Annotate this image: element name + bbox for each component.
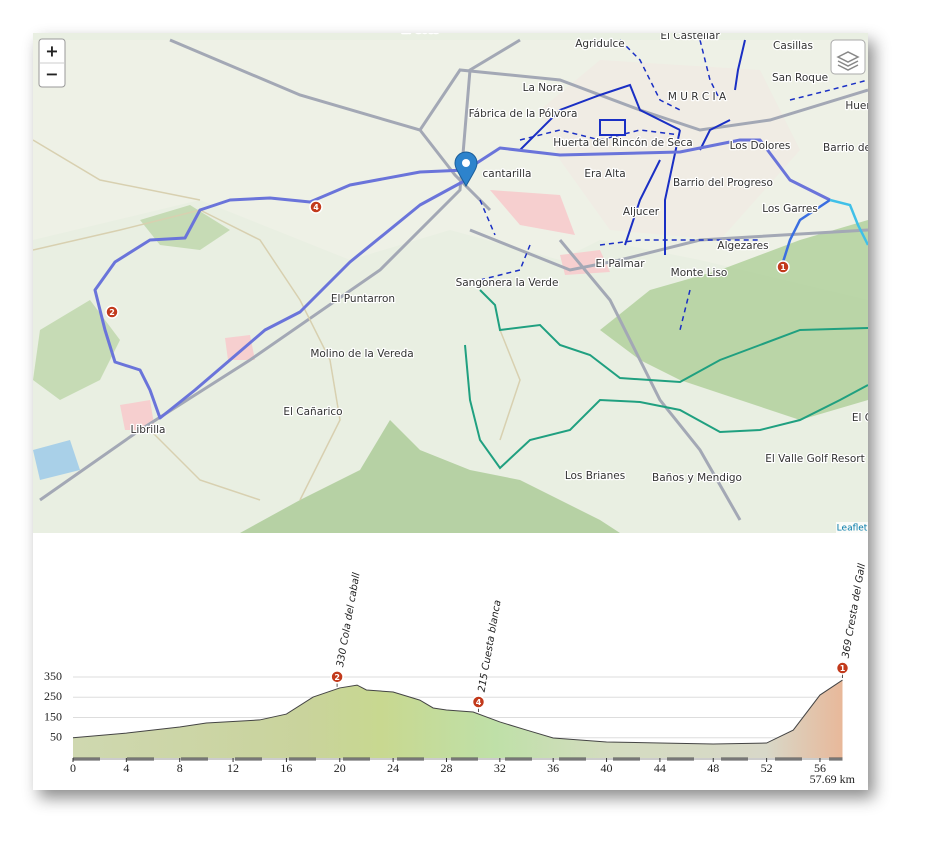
place-label: El Castellar bbox=[660, 30, 720, 42]
x-tick-label: 20 bbox=[334, 761, 346, 775]
place-label: Molino de la Vereda bbox=[310, 348, 413, 360]
zoom-out[interactable]: − bbox=[45, 65, 58, 84]
total-distance: 57.69 km bbox=[810, 772, 856, 786]
place-label: Huerta del Rincón de Seca bbox=[553, 137, 692, 149]
place-label: Era Alta bbox=[584, 168, 625, 180]
waypoint-number: 4 bbox=[313, 203, 319, 212]
place-label: Barrio del Progreso bbox=[673, 177, 773, 189]
x-tick-label: 24 bbox=[387, 761, 399, 775]
place-label: El Puntarron bbox=[331, 293, 395, 305]
place-label: Sangonera la Verde bbox=[456, 277, 559, 289]
waypoint-marker bbox=[105, 305, 119, 319]
waypoint-number: 1 bbox=[840, 664, 846, 673]
place-label: Los Garres bbox=[762, 203, 818, 215]
x-tick-label: 12 bbox=[227, 761, 239, 775]
x-tick-label: 52 bbox=[761, 761, 773, 775]
place-label: El Valle Golf Resort bbox=[765, 453, 864, 465]
attribution[interactable]: Leaflet bbox=[837, 524, 868, 534]
place-label: Casillas bbox=[773, 40, 813, 52]
profile-area bbox=[73, 680, 843, 758]
place-label: Huer bbox=[845, 100, 871, 112]
place-label: Fábrica de la Pólvora bbox=[469, 108, 578, 120]
place-label: Los Brianes bbox=[565, 470, 625, 482]
place-label: cantarilla bbox=[483, 168, 532, 180]
x-tick-label: 28 bbox=[440, 761, 452, 775]
y-tick-label: 50 bbox=[50, 730, 62, 744]
x-tick-label: 36 bbox=[547, 761, 559, 775]
x-tick-label: 8 bbox=[177, 761, 183, 775]
place-label: Baños y Mendigo bbox=[652, 472, 742, 484]
place-label: La Nora bbox=[523, 82, 564, 94]
waypoint-number: 2 bbox=[109, 308, 115, 317]
x-tick-label: 0 bbox=[70, 761, 76, 775]
place-label: Algezares bbox=[717, 240, 768, 252]
waypoint-marker bbox=[835, 661, 850, 675]
profile-line bbox=[72, 679, 843, 745]
place-label: Los Dolores bbox=[730, 140, 791, 152]
zoom-control: + − bbox=[38, 38, 66, 88]
waypoint-marker bbox=[330, 670, 344, 684]
place-label: Aljucer bbox=[623, 206, 660, 218]
waypoint-marker bbox=[309, 200, 323, 214]
y-tick-label: 250 bbox=[44, 689, 62, 703]
waypoint-marker bbox=[471, 695, 486, 709]
waypoint-number: 1 bbox=[780, 263, 786, 272]
location-pin[interactable] bbox=[454, 151, 478, 188]
place-label: San Roque bbox=[772, 72, 828, 84]
x-tick-label: 32 bbox=[494, 761, 506, 775]
place-label: Barrio de bbox=[823, 142, 871, 154]
x-tick-label: 56 bbox=[814, 761, 826, 775]
place-label: El Cañarico bbox=[283, 406, 342, 418]
place-label: El Palmar bbox=[595, 258, 645, 270]
y-tick-label: 350 bbox=[44, 669, 62, 683]
x-tick-label: 4 bbox=[123, 761, 129, 775]
place-label: Agridulce bbox=[575, 38, 625, 50]
zoom-in[interactable]: + bbox=[45, 42, 58, 61]
place-label: M U R C I A bbox=[668, 91, 727, 103]
place-label: Monte Liso bbox=[671, 267, 728, 279]
waypoint-marker bbox=[776, 260, 790, 274]
x-tick-label: 16 bbox=[280, 761, 292, 775]
x-tick-label: 40 bbox=[601, 761, 613, 775]
place-label: El Cote bbox=[401, 24, 438, 36]
layers-button[interactable] bbox=[830, 39, 866, 75]
map[interactable]: El Cote Agridulce El Castellar Casillas San … bbox=[33, 24, 872, 533]
x-tick-label: 44 bbox=[654, 761, 666, 775]
place-label: El C bbox=[852, 412, 872, 424]
x-tick-label: 48 bbox=[707, 761, 719, 775]
place-label: Librilla bbox=[131, 424, 166, 436]
waypoint-number: 2 bbox=[334, 673, 340, 682]
waypoint-number: 4 bbox=[476, 698, 482, 707]
y-tick-label: 150 bbox=[44, 709, 62, 723]
